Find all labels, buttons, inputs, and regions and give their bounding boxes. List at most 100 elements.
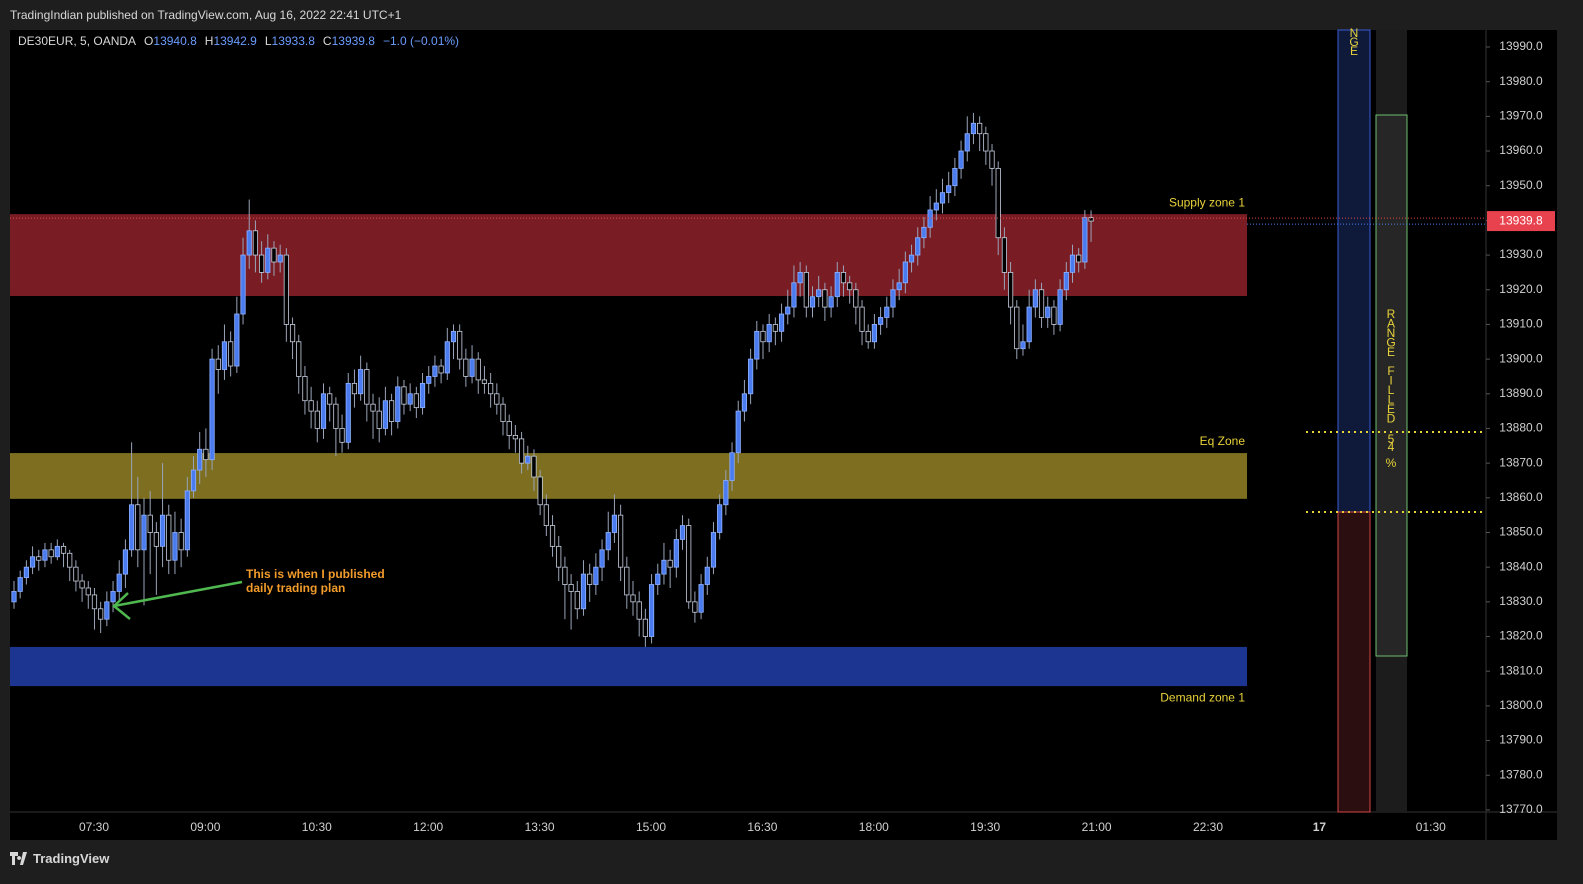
candle-body <box>853 289 859 308</box>
annotation-text: daily trading plan <box>246 581 345 595</box>
candle-body <box>475 358 481 381</box>
candle-body <box>636 601 642 620</box>
last-price-label: 13939.8 <box>1499 213 1543 227</box>
header-field: 13940.8 <box>153 34 197 48</box>
header-field: 13942.9 <box>213 34 257 48</box>
y-tick-label: 13950.0 <box>1499 178 1543 192</box>
candle-body <box>395 386 401 422</box>
x-tick-label: 16:30 <box>747 820 777 834</box>
y-tick-label: 13780.0 <box>1499 767 1543 781</box>
x-tick-label: 19:30 <box>970 820 1000 834</box>
candle-body <box>17 577 23 592</box>
x-tick-label: 18:00 <box>859 820 889 834</box>
candle-body <box>902 261 908 284</box>
y-tick-label: 13800.0 <box>1499 698 1543 712</box>
candle-body <box>791 282 797 308</box>
y-tick-label: 13850.0 <box>1499 525 1543 539</box>
zone <box>10 453 1247 499</box>
candle-body <box>172 532 178 561</box>
candle-body <box>42 549 48 561</box>
range-char: % <box>1386 456 1397 470</box>
x-tick-label: 15:00 <box>636 820 666 834</box>
candle-body <box>834 272 840 298</box>
candle-body <box>908 254 915 263</box>
symbol-header: DE30EUR, 5, OANDA O13940.8 H13942.9 L13933.… <box>18 34 459 48</box>
range-char: 4 <box>1388 440 1395 454</box>
candle-body <box>36 556 42 561</box>
candle-body <box>333 403 339 429</box>
candle-body <box>277 254 283 263</box>
candle-body <box>927 209 933 228</box>
candle-body <box>444 341 450 374</box>
range-char: R <box>1387 307 1396 321</box>
candle-body <box>419 382 426 409</box>
x-tick-label: 01:30 <box>1416 820 1446 834</box>
candle-body <box>488 382 494 395</box>
header-field: L <box>265 34 272 48</box>
range-char: 5 <box>1388 432 1395 446</box>
candle-body <box>73 566 79 582</box>
candle-body <box>1063 272 1069 291</box>
range-char: N <box>1350 26 1359 40</box>
range-fill-box <box>1375 114 1408 657</box>
candle-body <box>265 247 271 273</box>
y-tick-label: 13980.0 <box>1499 74 1543 88</box>
candle-body <box>91 594 98 610</box>
range-char: E <box>1387 402 1395 416</box>
candle-body <box>296 341 302 377</box>
candle-body <box>692 601 698 613</box>
candle-body <box>203 448 209 461</box>
candle-body <box>1045 306 1051 318</box>
annotation-arrow <box>113 580 243 608</box>
candle-body <box>809 296 816 308</box>
x-tick-label: 09:00 <box>190 820 220 834</box>
candle-body <box>147 514 153 533</box>
candle-body <box>500 403 506 422</box>
candle-body <box>450 330 457 343</box>
candle-body <box>339 428 345 443</box>
x-tick-label: 22:30 <box>1193 820 1223 834</box>
x-tick-label: 13:30 <box>525 820 555 834</box>
header-field: DE30EUR, 5, OANDA <box>18 34 136 48</box>
candle-body <box>704 566 710 585</box>
candle-body <box>593 566 599 585</box>
candle-body <box>376 410 382 429</box>
candle-body <box>778 313 785 332</box>
candle-body <box>382 400 389 429</box>
range-char: G <box>1386 336 1395 350</box>
candle-body <box>933 202 939 211</box>
zone <box>10 214 1247 296</box>
range-char: D <box>1387 412 1396 426</box>
candle-body <box>327 393 333 405</box>
candle-body <box>840 272 847 284</box>
candle-body <box>190 469 197 492</box>
candle-body <box>79 580 85 589</box>
candle-body <box>983 133 989 152</box>
range-char: E <box>1387 345 1395 359</box>
candle-body <box>735 410 741 454</box>
candle-body <box>655 573 661 585</box>
candle-body <box>772 324 778 332</box>
candle-body <box>308 400 314 412</box>
candle-body <box>289 324 296 343</box>
candle-body <box>698 584 704 613</box>
candle-body <box>785 306 791 315</box>
plot-bg <box>10 30 1486 812</box>
range-char: N <box>1387 326 1396 340</box>
candle-body <box>952 167 958 187</box>
candle-body <box>642 618 648 637</box>
candle-body <box>129 504 135 551</box>
candle-body <box>240 254 246 315</box>
y-tick-label: 13990.0 <box>1499 39 1543 53</box>
candle-body <box>401 386 407 405</box>
candle-body <box>98 608 104 620</box>
candle-body <box>580 573 587 610</box>
candle-body <box>661 559 667 575</box>
candle-body <box>828 296 834 308</box>
candle-body <box>748 358 754 395</box>
candle-body <box>1069 254 1076 273</box>
candle-body <box>48 549 54 558</box>
candle-body <box>512 434 518 440</box>
